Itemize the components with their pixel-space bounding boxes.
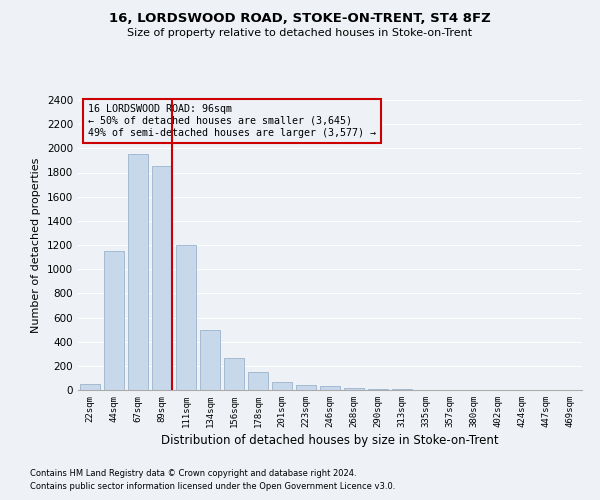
Y-axis label: Number of detached properties: Number of detached properties bbox=[31, 158, 41, 332]
Text: 16, LORDSWOOD ROAD, STOKE-ON-TRENT, ST4 8FZ: 16, LORDSWOOD ROAD, STOKE-ON-TRENT, ST4 … bbox=[109, 12, 491, 26]
Bar bbox=[152, 166, 172, 390]
Bar bbox=[344, 388, 364, 390]
Bar bbox=[224, 358, 244, 390]
Text: Contains public sector information licensed under the Open Government Licence v3: Contains public sector information licen… bbox=[30, 482, 395, 491]
Bar bbox=[80, 384, 100, 390]
Bar bbox=[200, 330, 220, 390]
Text: Contains HM Land Registry data © Crown copyright and database right 2024.: Contains HM Land Registry data © Crown c… bbox=[30, 468, 356, 477]
Text: 16 LORDSWOOD ROAD: 96sqm
← 50% of detached houses are smaller (3,645)
49% of sem: 16 LORDSWOOD ROAD: 96sqm ← 50% of detach… bbox=[88, 104, 376, 138]
Bar bbox=[272, 382, 292, 390]
Bar bbox=[368, 389, 388, 390]
Bar bbox=[248, 372, 268, 390]
Bar bbox=[320, 386, 340, 390]
Bar bbox=[176, 245, 196, 390]
X-axis label: Distribution of detached houses by size in Stoke-on-Trent: Distribution of detached houses by size … bbox=[161, 434, 499, 447]
Bar bbox=[104, 251, 124, 390]
Text: Size of property relative to detached houses in Stoke-on-Trent: Size of property relative to detached ho… bbox=[127, 28, 473, 38]
Bar bbox=[128, 154, 148, 390]
Bar bbox=[296, 385, 316, 390]
